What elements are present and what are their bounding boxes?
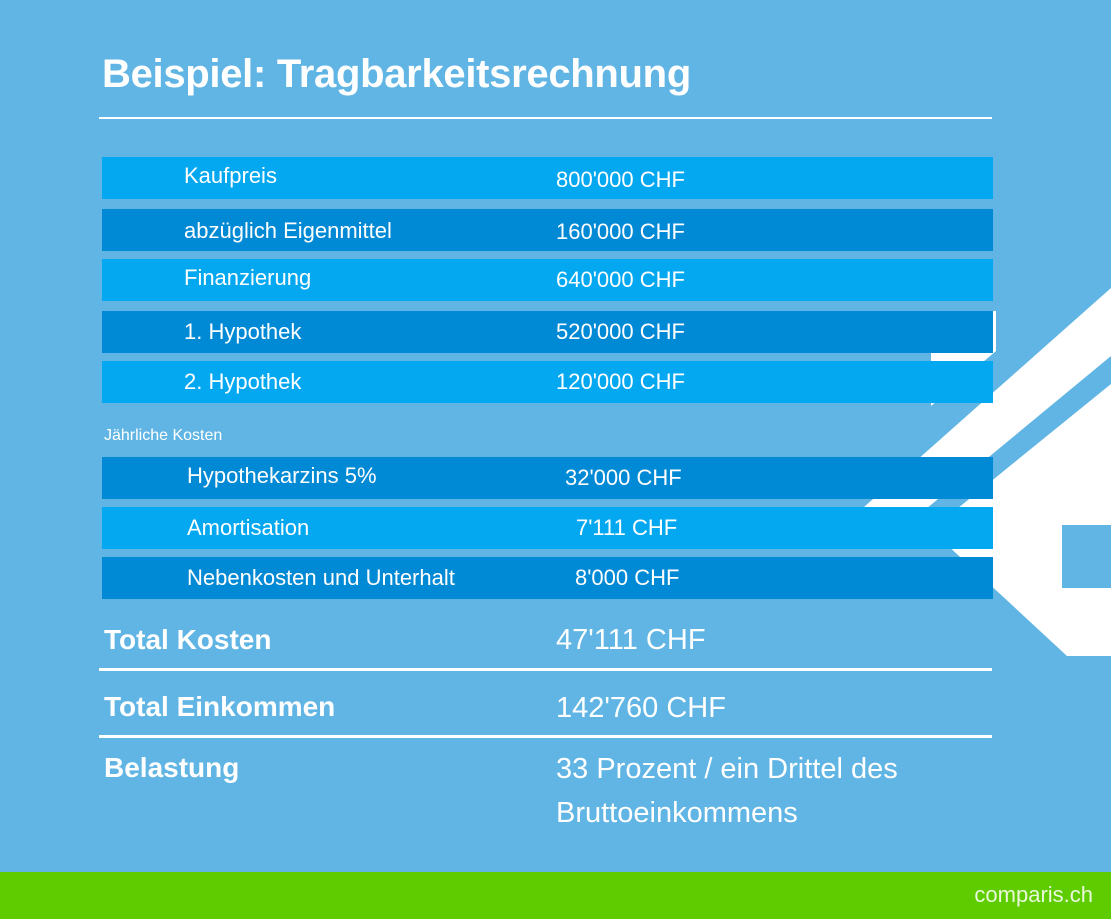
total-costs-value: 47'111 CHF xyxy=(556,624,706,656)
table-row-hypothekarzins: Hypothekarzins 5% 32'000 CHF xyxy=(102,457,993,499)
total-costs-label: Total Kosten xyxy=(104,624,272,655)
row-value: 800'000 CHF xyxy=(556,167,685,192)
burden-value-line-2: Bruttoeinkommens xyxy=(556,797,798,829)
row-label: 2. Hypothek xyxy=(184,369,302,394)
table-row-hypothek-2: 2. Hypothek 120'000 CHF xyxy=(102,361,993,403)
row-label: abzüglich Eigenmittel xyxy=(184,218,392,243)
total-income-value: 142'760 CHF xyxy=(556,692,726,724)
page-title: Beispiel: Tragbarkeitsrechnung xyxy=(102,52,691,96)
row-label: Kaufpreis xyxy=(184,163,277,188)
table-row-hypothek-1: 1. Hypothek 520'000 CHF xyxy=(102,311,993,353)
table-row-finanzierung: Finanzierung 640'000 CHF xyxy=(102,259,993,301)
table-row-eigenmittel: abzüglich Eigenmittel 160'000 CHF xyxy=(102,209,993,251)
row-value: 7'111 CHF xyxy=(576,515,678,540)
title-divider xyxy=(99,117,992,119)
totals-divider xyxy=(99,735,992,738)
totals-divider xyxy=(99,668,992,671)
row-value: 640'000 CHF xyxy=(556,267,685,292)
table-row-nebenkosten: Nebenkosten und Unterhalt 8'000 CHF xyxy=(102,557,993,599)
house-wall-icon xyxy=(931,384,1111,656)
row-label: Amortisation xyxy=(187,515,310,540)
row-label: Hypothekarzins 5% xyxy=(187,463,377,488)
brand-logo[interactable]: comparis.ch xyxy=(974,882,1093,907)
annual-costs-heading: Jährliche Kosten xyxy=(104,427,223,444)
burden-label: Belastung xyxy=(104,752,240,783)
row-value: 120'000 CHF xyxy=(556,369,685,394)
row-value: 160'000 CHF xyxy=(556,219,685,244)
row-label: Finanzierung xyxy=(184,265,312,290)
row-value: 520'000 CHF xyxy=(556,319,685,344)
row-value: 32'000 CHF xyxy=(565,465,682,490)
table-row-amortisation: Amortisation 7'111 CHF xyxy=(102,507,993,549)
footer-bar: comparis.ch xyxy=(0,872,1111,919)
row-label: Nebenkosten und Unterhalt xyxy=(187,565,455,590)
burden-value-line-1: 33 Prozent / ein Drittel des xyxy=(556,753,898,785)
row-label: 1. Hypothek xyxy=(184,319,302,344)
total-income-label: Total Einkommen xyxy=(104,691,336,722)
table-row-kaufpreis: Kaufpreis 800'000 CHF xyxy=(102,157,993,199)
row-value: 8'000 CHF xyxy=(575,565,680,590)
